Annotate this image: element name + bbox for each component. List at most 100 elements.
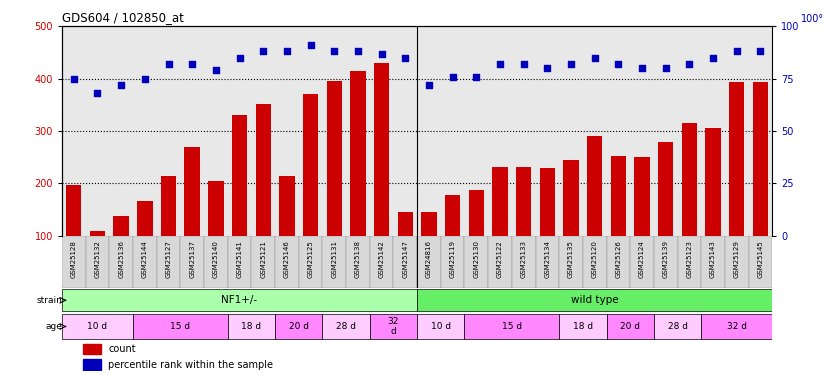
Bar (204, 236, 228, 288)
Bar (397, 212, 413, 236)
Bar (133, 314, 228, 339)
Text: GSM25142: GSM25142 (378, 240, 385, 278)
Text: GSM25132: GSM25132 (94, 240, 101, 278)
Point (304, 42, 317, 48)
Text: 32
d: 32 d (387, 317, 399, 336)
Point (612, 61, 625, 67)
Bar (512, 236, 535, 288)
Text: 10 d: 10 d (88, 322, 107, 331)
Bar (83, 359, 101, 370)
Bar (445, 195, 460, 236)
Bar (630, 236, 654, 288)
Bar (559, 314, 606, 339)
Point (328, 48, 341, 54)
Bar (516, 167, 531, 236)
Bar (299, 236, 322, 288)
Bar (559, 236, 583, 288)
Text: GSM25137: GSM25137 (189, 240, 195, 278)
Point (67, 76, 80, 82)
Point (564, 61, 577, 67)
Bar (109, 236, 133, 288)
Text: GSM25135: GSM25135 (568, 240, 574, 278)
Bar (251, 236, 275, 288)
Bar (492, 167, 508, 236)
Text: GSM25130: GSM25130 (473, 240, 479, 278)
Text: GSM25122: GSM25122 (497, 240, 503, 278)
Bar (303, 94, 318, 236)
Point (493, 61, 506, 67)
Bar (464, 236, 488, 288)
Bar (468, 190, 484, 236)
Bar (113, 216, 129, 236)
Bar (587, 136, 602, 236)
Text: GSM25125: GSM25125 (307, 240, 314, 278)
Bar (322, 314, 370, 339)
Bar (417, 290, 772, 311)
Text: GSM25128: GSM25128 (71, 240, 77, 278)
Point (517, 61, 530, 67)
Bar (279, 176, 295, 236)
Bar (322, 236, 346, 288)
Text: GSM25131: GSM25131 (331, 240, 337, 278)
Text: GSM25141: GSM25141 (236, 240, 243, 278)
Bar (634, 157, 650, 236)
Point (754, 48, 767, 54)
Bar (255, 104, 271, 236)
Text: 32 d: 32 d (727, 322, 747, 331)
Bar (606, 314, 654, 339)
Bar (654, 314, 701, 339)
Text: wild type: wild type (571, 295, 619, 305)
Bar (90, 231, 105, 236)
Text: GSM25136: GSM25136 (118, 240, 124, 278)
Bar (184, 147, 200, 236)
Bar (393, 236, 417, 288)
Point (280, 48, 293, 54)
Bar (370, 236, 393, 288)
Bar (133, 236, 157, 288)
Bar (161, 176, 176, 236)
Text: GSM25143: GSM25143 (710, 240, 716, 278)
Bar (606, 236, 630, 288)
Point (446, 74, 459, 80)
Bar (677, 236, 701, 288)
Bar (326, 81, 342, 236)
Bar (701, 314, 772, 339)
Bar (681, 123, 697, 236)
Bar (464, 314, 559, 339)
Bar (417, 314, 464, 339)
Point (706, 55, 719, 61)
Text: age: age (45, 322, 62, 331)
Text: NF1+/-: NF1+/- (221, 295, 258, 305)
Bar (83, 344, 101, 354)
Point (470, 74, 483, 80)
Text: GSM25145: GSM25145 (757, 240, 763, 278)
Text: GSM25126: GSM25126 (615, 240, 621, 278)
Text: GSM25139: GSM25139 (662, 240, 669, 278)
Point (541, 65, 554, 71)
Text: GSM25124: GSM25124 (639, 240, 645, 278)
Bar (421, 212, 437, 236)
Bar (232, 116, 247, 236)
Bar (441, 236, 464, 288)
Bar (658, 141, 673, 236)
Text: GSM25146: GSM25146 (284, 240, 290, 278)
Bar (729, 82, 744, 236)
Text: 100°: 100° (800, 14, 824, 24)
Text: GSM25123: GSM25123 (686, 240, 692, 278)
Bar (417, 236, 441, 288)
Bar (62, 236, 86, 288)
Text: GDS604 / 102850_at: GDS604 / 102850_at (62, 11, 184, 24)
Text: strain: strain (36, 296, 62, 305)
Point (351, 48, 364, 54)
Text: 15 d: 15 d (501, 322, 522, 331)
Text: GSM25129: GSM25129 (733, 240, 740, 278)
Bar (350, 71, 366, 236)
Point (588, 55, 601, 61)
Bar (701, 236, 725, 288)
Text: GSM25134: GSM25134 (544, 240, 550, 278)
Point (257, 48, 270, 54)
Bar (563, 160, 579, 236)
Bar (488, 236, 512, 288)
Bar (208, 181, 224, 236)
Bar (228, 236, 251, 288)
